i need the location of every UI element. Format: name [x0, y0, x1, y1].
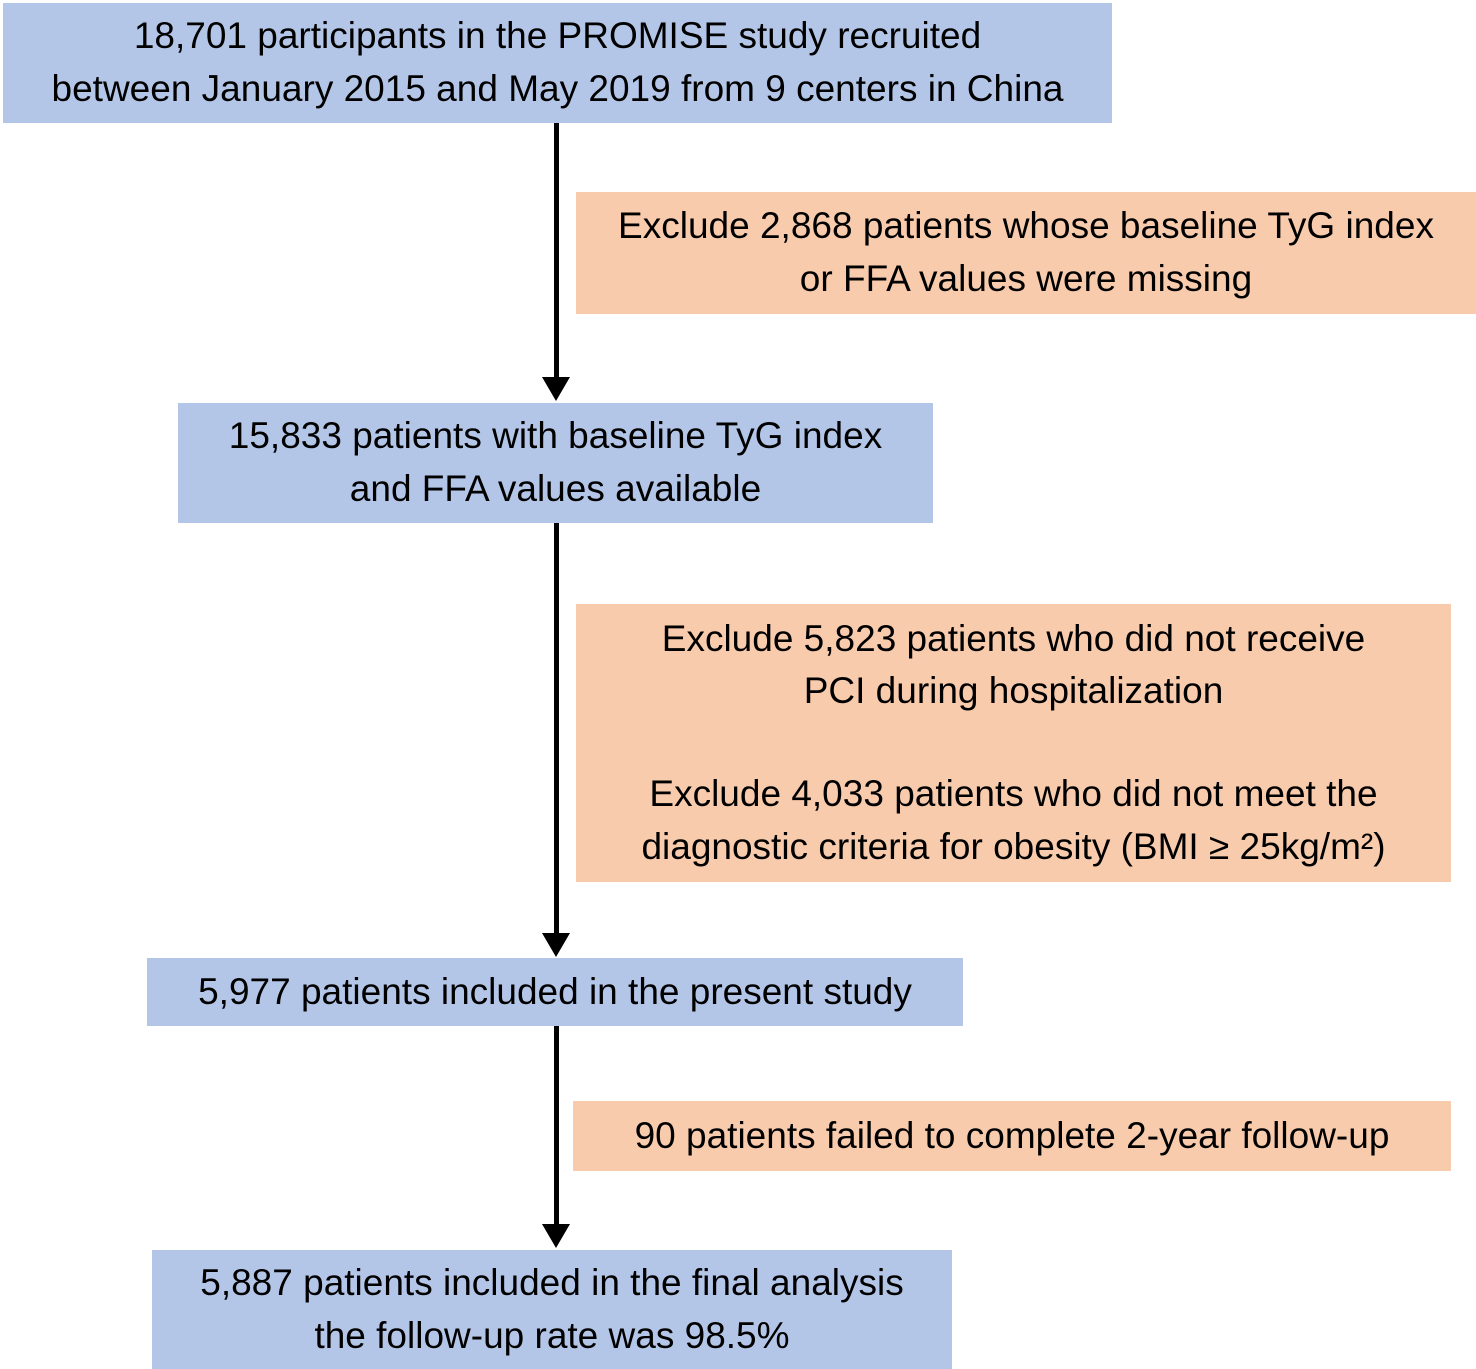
arrow-line	[553, 1026, 559, 1224]
arrowhead-down-icon	[542, 933, 570, 957]
arrow-recruited-to-baseline	[542, 123, 570, 401]
exclusion-obesity-text: Exclude 4,033 patients who did not meet …	[641, 773, 1386, 867]
arrow-line	[553, 523, 559, 933]
box-final-analysis: 5,887 patients included in the final ana…	[152, 1250, 952, 1369]
box-baseline-available: 15,833 patients with baseline TyG index …	[178, 403, 933, 523]
arrow-line	[553, 123, 559, 377]
exclusion-pci-text: Exclude 5,823 patients who did not recei…	[661, 617, 1366, 712]
box-exclude-missing-values: Exclude 2,868 patients whose baseline Ty…	[576, 192, 1476, 314]
box-failed-followup: 90 patients failed to complete 2-year fo…	[573, 1101, 1451, 1171]
box-recruited: 18,701 participants in the PROMISE study…	[3, 3, 1112, 123]
arrow-present-to-final	[542, 1026, 570, 1248]
box-included-present-study: 5,977 patients included in the present s…	[147, 958, 963, 1026]
arrowhead-down-icon	[542, 1224, 570, 1248]
arrowhead-down-icon	[542, 377, 570, 401]
arrow-baseline-to-present	[542, 523, 570, 957]
box-exclusions-pci-obesity: Exclude 5,823 patients who did not recei…	[576, 604, 1451, 882]
